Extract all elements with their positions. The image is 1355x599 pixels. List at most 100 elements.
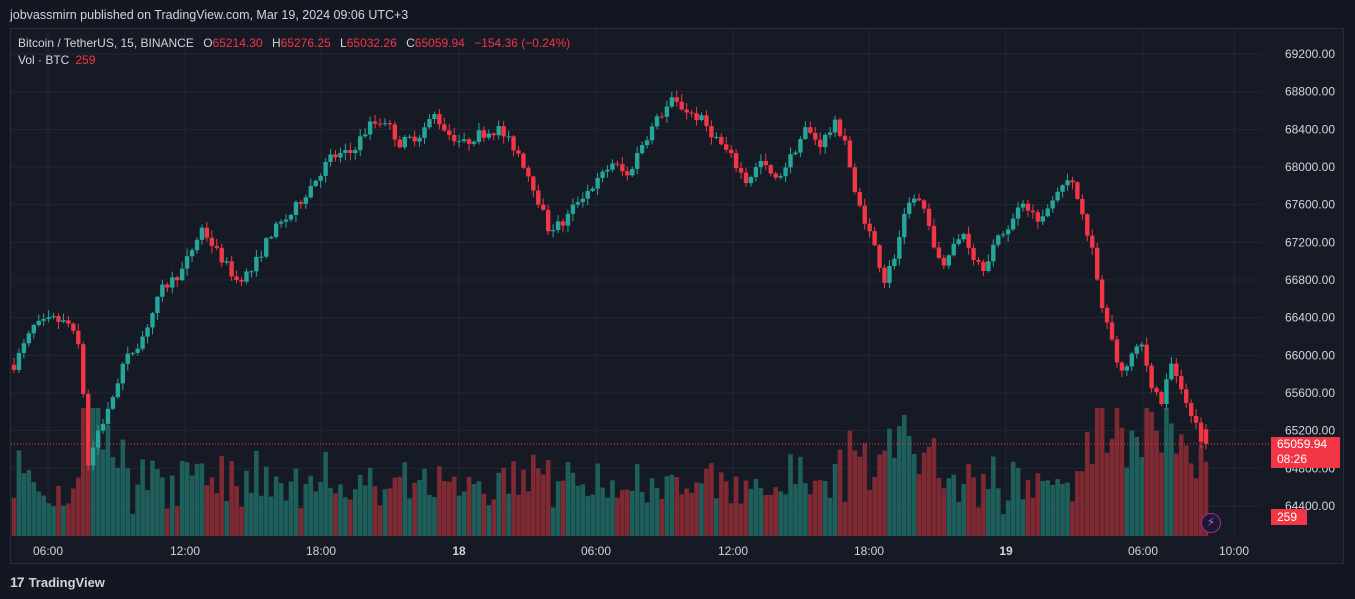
candle-body (857, 191, 862, 206)
candle-body (471, 141, 477, 144)
volume-bar (313, 491, 319, 536)
volume-bar (723, 481, 729, 536)
volume-bar (11, 497, 17, 536)
volume-bar (1188, 463, 1194, 536)
candle-body (1129, 353, 1135, 367)
candle-body (531, 176, 536, 191)
volume-bar (1055, 479, 1060, 536)
volume-bar (110, 457, 116, 536)
candle-body (1070, 180, 1075, 183)
candle-body (793, 152, 798, 155)
candle-body (1144, 344, 1149, 366)
candle-body (36, 320, 41, 326)
volume-bar (456, 495, 462, 536)
volume-bar (966, 463, 971, 536)
candle-body (536, 190, 541, 205)
candle-body (1134, 346, 1139, 354)
candle-body (1085, 214, 1090, 236)
volume-bar (308, 475, 314, 536)
volume-bar (892, 457, 897, 536)
volume-bar (120, 439, 126, 536)
volume-bar (471, 484, 477, 536)
candle-body (1045, 208, 1050, 217)
volume-bar (352, 489, 358, 536)
volume-bar (595, 463, 600, 536)
candle-body (229, 261, 234, 277)
candle-body (743, 172, 749, 184)
volume-bar (491, 499, 497, 536)
candle-body (170, 277, 175, 288)
volume-bar (1119, 427, 1125, 536)
x-tick-label: 18:00 (854, 544, 884, 558)
candle-body (451, 135, 457, 142)
candle-body (417, 137, 422, 142)
volume-bar (298, 508, 304, 536)
candle-body (867, 223, 872, 232)
candle-body (71, 323, 76, 331)
volume-bar (41, 495, 46, 536)
volume-bar (699, 483, 704, 536)
candle-body (719, 136, 724, 145)
lightning-icon[interactable]: ⚡ (1201, 513, 1221, 533)
candle-body (353, 150, 358, 154)
volume-bar (921, 452, 927, 536)
candle-body (916, 198, 922, 201)
candle-body (1159, 392, 1164, 404)
volume-bar (1080, 471, 1085, 536)
tradingview-footer[interactable]: 17 TradingView (10, 574, 105, 590)
candle-body (862, 205, 867, 224)
candle-body (204, 227, 210, 238)
candle-body (679, 101, 684, 110)
candle-body (56, 316, 61, 322)
volume-label[interactable]: Vol · BTC (18, 53, 70, 67)
x-tick-label: 12:00 (170, 544, 200, 558)
volume-bar (1030, 497, 1036, 536)
candle-body (1169, 363, 1174, 380)
volume-bar (1060, 483, 1065, 536)
volume-value: 259 (75, 53, 96, 67)
y-tick-label: 68000.00 (1285, 160, 1335, 174)
volume-bar (931, 438, 937, 536)
volume-bar (1193, 478, 1199, 536)
x-tick-label: 10:00 (1219, 544, 1249, 558)
volume-bar (1174, 453, 1179, 536)
volume-bar (422, 468, 427, 536)
volume-bar (189, 475, 195, 536)
candle-body (580, 198, 585, 203)
candle-body (773, 173, 778, 178)
volume-bar (516, 494, 521, 536)
volume-bar (575, 485, 581, 536)
volume-bar (812, 480, 818, 536)
candle-body (501, 126, 506, 137)
symbol-label[interactable]: Bitcoin / TetherUS, 15, BINANCE (18, 36, 194, 50)
candle-body (11, 364, 17, 370)
volume-bar (817, 480, 823, 536)
candle-body (541, 204, 546, 210)
candle-body (1020, 203, 1026, 208)
volume-bar (288, 481, 294, 536)
volume-bar (66, 503, 71, 536)
volume-bar (427, 494, 432, 536)
candle-body (936, 247, 942, 258)
candle-body (635, 153, 640, 169)
candle-body (956, 239, 961, 244)
candle-body (46, 317, 51, 319)
x-tick-label: 18 (452, 544, 466, 558)
candle-body (1065, 180, 1070, 186)
volume-bar (718, 472, 724, 536)
volume-bar (1070, 501, 1075, 536)
candle-body (654, 116, 660, 127)
candle-body (822, 134, 828, 148)
candle-body (1164, 379, 1169, 404)
low-label: L (340, 36, 347, 50)
volume-bar (357, 474, 363, 536)
candle-body (1188, 402, 1194, 417)
volume-bar (956, 502, 961, 536)
candle-body (496, 126, 501, 136)
volume-bar (585, 495, 591, 536)
candle-body (818, 139, 823, 148)
volume-bar (303, 483, 309, 536)
candle-body (516, 150, 521, 154)
volume-bar (560, 480, 566, 536)
